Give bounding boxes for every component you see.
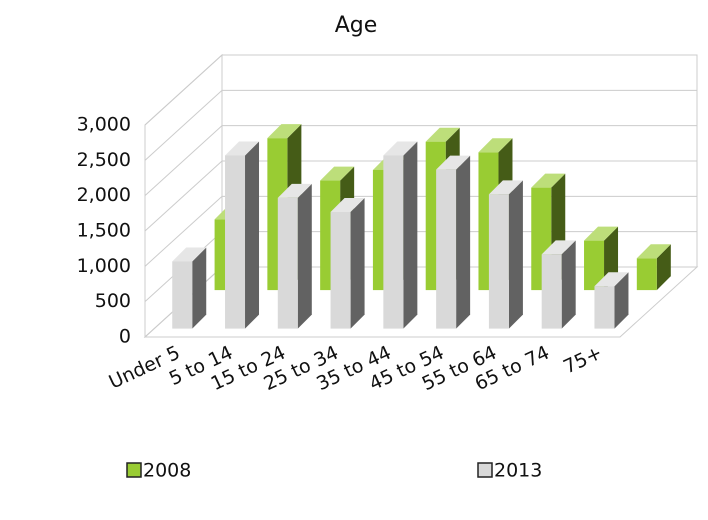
legend-label: 2008	[143, 460, 191, 482]
y-tick-label: 1,000	[77, 255, 131, 277]
legend-swatch	[126, 462, 142, 478]
bar-side	[508, 180, 523, 329]
bar	[436, 169, 457, 329]
bar	[277, 197, 298, 329]
chart-title: Age	[335, 13, 378, 38]
bar	[541, 254, 562, 329]
y-tick-label: 500	[95, 290, 131, 312]
bar	[383, 155, 404, 329]
bar-top	[594, 272, 629, 287]
bar-top	[436, 155, 471, 170]
grid-line	[144, 125, 697, 197]
bar-top	[488, 180, 523, 195]
bar	[330, 212, 351, 329]
bar-top	[320, 166, 355, 181]
legend-swatch	[477, 462, 493, 478]
bar-top	[636, 244, 671, 259]
bar-side	[561, 240, 576, 329]
y-tick-label: 1,500	[77, 220, 131, 242]
bar-top	[383, 141, 418, 156]
bar-side	[192, 247, 207, 329]
bar	[636, 258, 657, 291]
bar-top	[478, 138, 513, 153]
bar-top	[541, 240, 576, 255]
grid-line	[144, 54, 697, 126]
y-tick-label: 2,500	[77, 149, 131, 171]
bar	[594, 286, 615, 329]
bar	[584, 240, 605, 291]
y-tick-label: 0	[119, 326, 131, 348]
legend-label: 2013	[494, 460, 542, 482]
bar-top	[267, 124, 302, 139]
bar-top	[584, 226, 619, 241]
bar-side	[245, 141, 260, 329]
grid-line	[144, 89, 697, 161]
bar-top	[425, 127, 460, 142]
bar-side	[656, 244, 671, 291]
bar-top	[172, 247, 207, 262]
bar-side	[403, 141, 418, 329]
bar-top	[225, 141, 260, 156]
x-tick-label: 75+	[560, 342, 606, 379]
bar-top	[277, 183, 312, 198]
bar-side	[350, 198, 365, 329]
bar-side	[297, 183, 312, 329]
bar	[488, 194, 509, 329]
y-tick-label: 2,000	[77, 184, 131, 206]
y-tick-label: 3,000	[77, 114, 131, 136]
bar-top	[330, 198, 365, 212]
bar-side	[456, 155, 471, 329]
bar-side	[614, 272, 629, 329]
bar-top	[531, 173, 566, 188]
grid-line	[144, 160, 697, 232]
bar	[225, 155, 246, 329]
bar	[172, 261, 193, 329]
